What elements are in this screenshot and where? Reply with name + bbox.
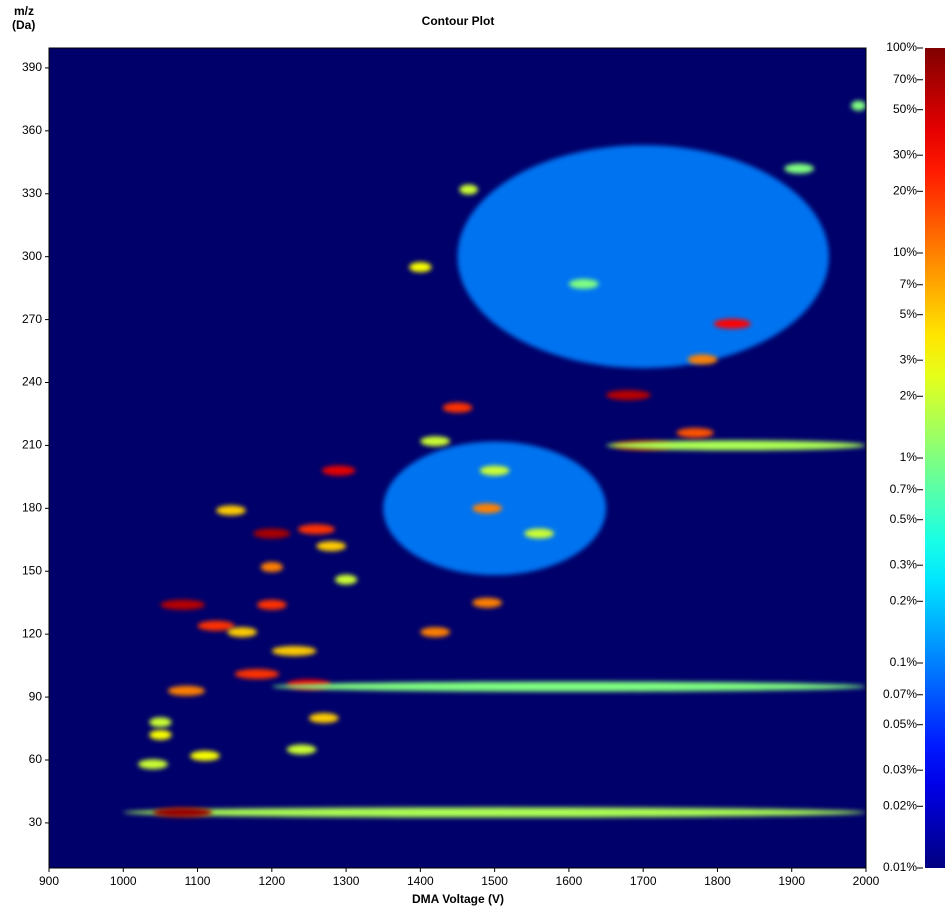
x-tick-label: 1300 xyxy=(333,874,360,888)
x-tick-label: 1600 xyxy=(556,874,583,888)
y-tick-label: 30 xyxy=(29,815,43,829)
heat-spot xyxy=(271,681,866,692)
plot-border xyxy=(48,47,867,869)
heat-spot xyxy=(138,759,168,770)
heat-spot xyxy=(568,278,599,289)
y-axis-label: m/z xyxy=(14,4,34,18)
heat-spot xyxy=(459,184,478,195)
colorbar-tick-label: 1% xyxy=(900,450,918,464)
heat-spot xyxy=(308,713,339,724)
colorbar-tick-label: 7% xyxy=(900,277,918,291)
heat-spot xyxy=(167,685,205,696)
y-axis-label: (Da) xyxy=(12,18,35,32)
heat-spot xyxy=(149,717,172,728)
colorbar-tick-label: 0.07% xyxy=(883,687,917,701)
y-tick-label: 210 xyxy=(22,438,42,452)
x-tick-label: 900 xyxy=(39,874,59,888)
colorbar-tick-label: 0.1% xyxy=(890,655,918,669)
heat-spot xyxy=(190,750,220,761)
heat-spot xyxy=(152,807,213,818)
colorbar-tick-label: 0.2% xyxy=(890,593,918,607)
y-tick-label: 180 xyxy=(22,501,42,515)
colorbar-tick-label: 0.3% xyxy=(890,557,918,571)
y-tick-label: 300 xyxy=(22,249,42,263)
heat-spot xyxy=(713,318,751,329)
colorbar-tick-label: 70% xyxy=(893,72,917,86)
heat-spot xyxy=(260,562,283,573)
heat-spot xyxy=(234,669,280,680)
colorbar xyxy=(925,48,945,868)
heat-spot xyxy=(216,505,246,516)
y-tick-label: 390 xyxy=(22,60,42,74)
x-tick-label: 1400 xyxy=(407,874,434,888)
colorbar-tick-label: 0.01% xyxy=(883,860,917,874)
colorbar-tick-label: 0.03% xyxy=(883,762,917,776)
heat-spot xyxy=(256,599,287,610)
heat-spot xyxy=(123,807,866,818)
y-tick-label: 60 xyxy=(29,752,43,766)
heat-spot xyxy=(321,465,356,476)
colorbar-tick-label: 2% xyxy=(900,388,918,402)
x-axis-label: DMA Voltage (V) xyxy=(412,892,504,906)
heat-spot xyxy=(687,354,718,365)
y-tick-label: 150 xyxy=(22,563,42,577)
y-tick-label: 330 xyxy=(22,186,42,200)
x-tick-label: 1800 xyxy=(704,874,731,888)
heat-spot xyxy=(472,503,503,514)
heat-spot xyxy=(524,528,555,539)
heat-spot xyxy=(149,729,172,740)
heat-spot xyxy=(286,744,317,755)
x-tick-label: 1700 xyxy=(630,874,657,888)
colorbar-tick-label: 3% xyxy=(900,352,918,366)
heatmap xyxy=(123,100,866,818)
heat-spot xyxy=(420,627,451,638)
y-tick-label: 120 xyxy=(22,626,42,640)
y-tick-label: 240 xyxy=(22,375,42,389)
colorbar-tick-label: 10% xyxy=(893,245,917,259)
heat-spot xyxy=(606,390,651,401)
heat-spot xyxy=(227,627,257,638)
y-tick-label: 270 xyxy=(22,312,42,326)
heat-spot xyxy=(253,528,291,539)
heat-spot xyxy=(409,262,432,273)
chart-title: Contour Plot xyxy=(422,14,495,28)
heat-spot xyxy=(271,645,317,656)
colorbar-tick-label: 20% xyxy=(893,183,917,197)
x-tick-label: 1900 xyxy=(778,874,805,888)
heat-spot xyxy=(420,436,451,447)
colorbar-tick-label: 0.02% xyxy=(883,798,917,812)
colorbar-tick-label: 0.5% xyxy=(890,512,918,526)
x-tick-label: 1200 xyxy=(258,874,285,888)
x-tick-label: 1500 xyxy=(481,874,508,888)
heat-spot xyxy=(851,100,866,111)
heat-spot xyxy=(316,541,347,552)
heat-spot xyxy=(297,524,335,535)
heat-spot xyxy=(160,599,205,610)
y-tick-label: 360 xyxy=(22,123,42,137)
heat-spot xyxy=(334,574,358,585)
y-tick-label: 90 xyxy=(29,689,43,703)
x-tick-label: 1000 xyxy=(110,874,137,888)
heat-spot xyxy=(442,402,473,413)
heat-spot xyxy=(479,465,510,476)
colorbar-tick-label: 100% xyxy=(886,40,917,54)
x-tick-label: 2000 xyxy=(853,874,880,888)
heat-spot xyxy=(457,145,829,369)
colorbar-tick-label: 50% xyxy=(893,102,917,116)
x-tick-label: 1100 xyxy=(185,874,211,888)
heat-spot xyxy=(472,597,503,608)
colorbar-tick-label: 30% xyxy=(893,147,917,161)
heat-spot xyxy=(676,427,714,438)
colorbar-tick-label: 0.7% xyxy=(890,482,918,496)
colorbar-tick-label: 0.05% xyxy=(883,717,917,731)
colorbar-tick-label: 5% xyxy=(900,307,918,321)
heat-spot xyxy=(784,163,815,174)
heat-spot xyxy=(197,620,235,631)
heat-spot xyxy=(606,440,866,451)
